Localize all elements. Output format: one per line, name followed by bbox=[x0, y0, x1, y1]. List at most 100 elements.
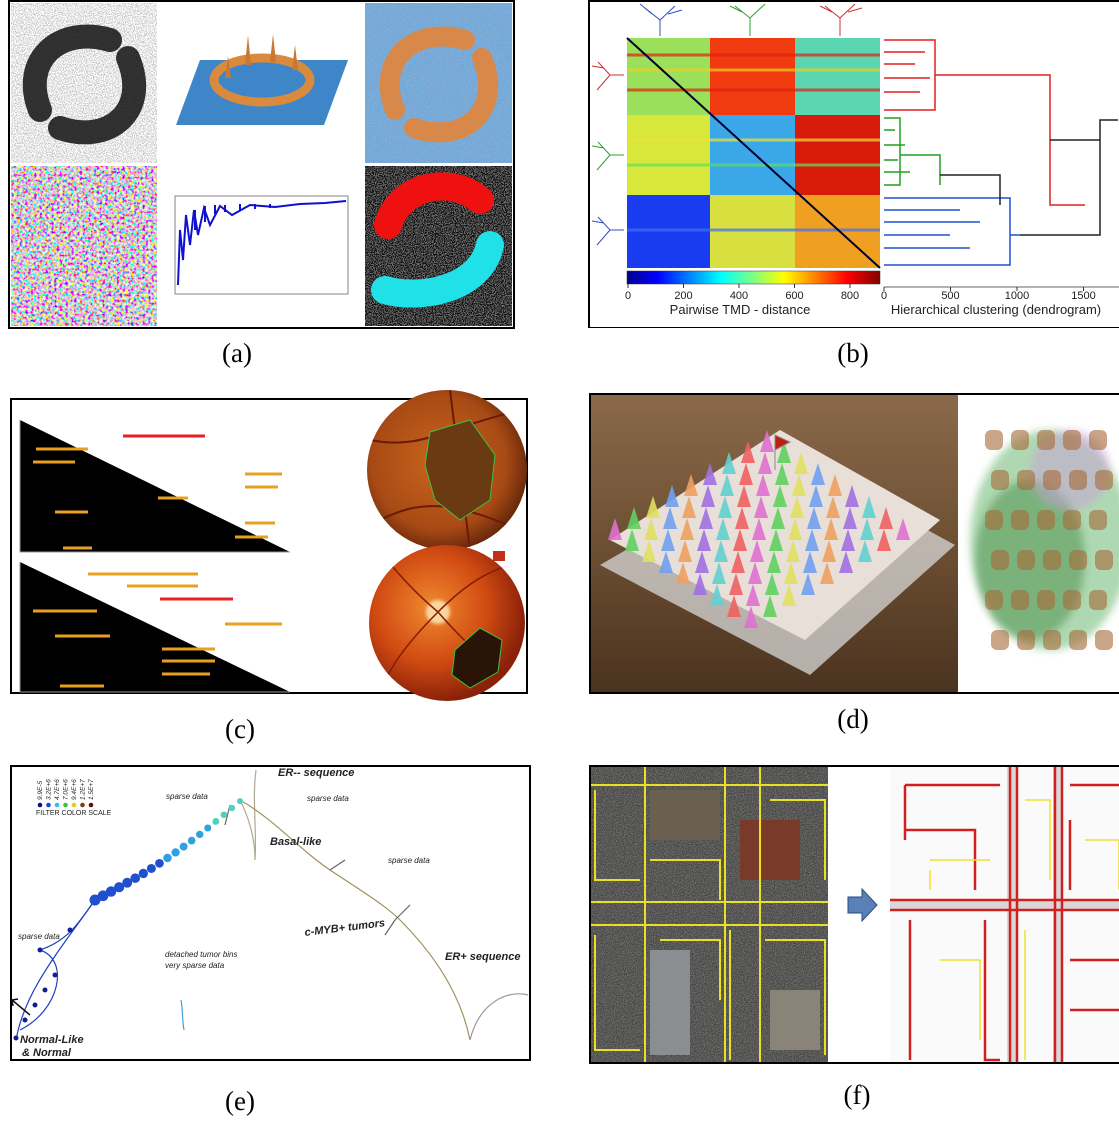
cone bbox=[773, 485, 787, 507]
node bbox=[13, 1035, 19, 1041]
panel-f-shape bbox=[740, 820, 800, 880]
blob bbox=[1037, 590, 1055, 610]
legend-dot bbox=[37, 802, 43, 808]
cone bbox=[828, 474, 842, 496]
cone bbox=[718, 496, 732, 518]
blob bbox=[1069, 550, 1087, 570]
blob bbox=[1069, 630, 1087, 650]
blob bbox=[1063, 430, 1081, 450]
label: & Normal bbox=[22, 1047, 72, 1059]
cone bbox=[760, 430, 774, 452]
panel-b-shape-shape bbox=[639, 3, 683, 36]
node bbox=[22, 1017, 28, 1023]
panel-a-shape bbox=[11, 166, 157, 326]
cone bbox=[841, 529, 855, 551]
axis-label: Pairwise TMD - distance bbox=[670, 302, 811, 317]
panel-a-shape bbox=[379, 26, 475, 120]
panel-a-shape bbox=[371, 231, 504, 308]
cone bbox=[665, 485, 679, 507]
cone bbox=[839, 551, 853, 573]
cone bbox=[820, 562, 834, 584]
tick-label: 400 bbox=[730, 290, 748, 302]
panel-e-shape-shape bbox=[19, 899, 96, 1031]
panel-b-shape-shape bbox=[940, 119, 1118, 236]
cone bbox=[777, 441, 791, 463]
blob bbox=[985, 590, 1003, 610]
panel-b-shape-shape bbox=[591, 216, 624, 246]
cone bbox=[843, 507, 857, 529]
cone bbox=[784, 562, 798, 584]
cone bbox=[733, 529, 747, 551]
cone bbox=[678, 540, 692, 562]
panel-c-shape bbox=[379, 554, 525, 691]
blob bbox=[991, 630, 1009, 650]
panel-b-shape-shape bbox=[819, 3, 863, 36]
panel-a-shape bbox=[209, 53, 315, 107]
node bbox=[204, 824, 212, 832]
cone bbox=[727, 595, 741, 617]
node bbox=[228, 804, 236, 812]
panel-b-shape-shape bbox=[884, 39, 1085, 206]
panel-e-shape-shape bbox=[239, 799, 471, 1041]
panel-e-shape bbox=[13, 798, 243, 1041]
legend-value: 4.7E+6 bbox=[54, 779, 61, 800]
blob bbox=[1089, 590, 1107, 610]
caption: (e) bbox=[225, 1086, 255, 1116]
label: sparse data bbox=[307, 794, 349, 803]
label: ER+ sequence bbox=[445, 951, 521, 963]
panel-b-shape bbox=[710, 115, 795, 195]
cone bbox=[720, 474, 734, 496]
legend-dot bbox=[63, 802, 68, 808]
panel-f-shape bbox=[929, 799, 1119, 1060]
panel-e-shape bbox=[10, 765, 531, 1061]
panel-f-shape-shape bbox=[591, 767, 828, 1062]
blob bbox=[1017, 470, 1035, 490]
panel-b-shape bbox=[795, 38, 880, 115]
cone bbox=[811, 463, 825, 485]
legend-value: 1.5E+7 bbox=[88, 779, 95, 800]
cone bbox=[858, 540, 872, 562]
node bbox=[196, 830, 204, 839]
blob bbox=[1017, 550, 1035, 570]
legend-value: 9.9E-5 bbox=[37, 780, 44, 800]
cone bbox=[693, 573, 707, 595]
blob bbox=[1037, 510, 1055, 530]
panel-f-shape bbox=[650, 790, 720, 840]
node bbox=[32, 1002, 38, 1008]
blob bbox=[991, 470, 1009, 490]
tick-label: 600 bbox=[785, 290, 803, 302]
panel-f-shape bbox=[591, 767, 828, 1062]
tick-label: 500 bbox=[941, 290, 959, 302]
legend-dot bbox=[88, 802, 94, 808]
panel-c bbox=[10, 390, 528, 701]
label: ER-- sequence bbox=[278, 767, 354, 779]
label: sparse data bbox=[166, 792, 208, 801]
legend-dot bbox=[46, 802, 51, 808]
cone bbox=[703, 463, 717, 485]
cone bbox=[710, 584, 724, 606]
node bbox=[42, 987, 48, 993]
panel-b-shape-shape bbox=[591, 141, 624, 171]
node bbox=[97, 890, 109, 902]
blob bbox=[1069, 470, 1087, 490]
panel-e-shape-shape bbox=[469, 993, 529, 1041]
blob bbox=[1017, 630, 1035, 650]
panel-b-shape-shape bbox=[729, 3, 766, 36]
cone bbox=[822, 540, 836, 562]
panel-d-shape bbox=[774, 434, 792, 470]
cone bbox=[763, 595, 777, 617]
panel-f-shape bbox=[847, 887, 878, 923]
panel-e-texts: ER-- sequence Basal-like sparse data spa… bbox=[18, 767, 521, 1059]
node bbox=[89, 894, 101, 906]
node bbox=[237, 798, 243, 805]
panel-b-shape bbox=[710, 38, 795, 115]
cone bbox=[680, 518, 694, 540]
node bbox=[187, 836, 196, 845]
node bbox=[146, 863, 156, 873]
axis-label: Hierarchical clustering (dendrogram) bbox=[891, 302, 1101, 317]
cone bbox=[790, 496, 804, 518]
legend-value: 1.2E+7 bbox=[80, 779, 87, 800]
blob bbox=[1063, 510, 1081, 530]
cone bbox=[695, 551, 709, 573]
blob bbox=[1063, 590, 1081, 610]
